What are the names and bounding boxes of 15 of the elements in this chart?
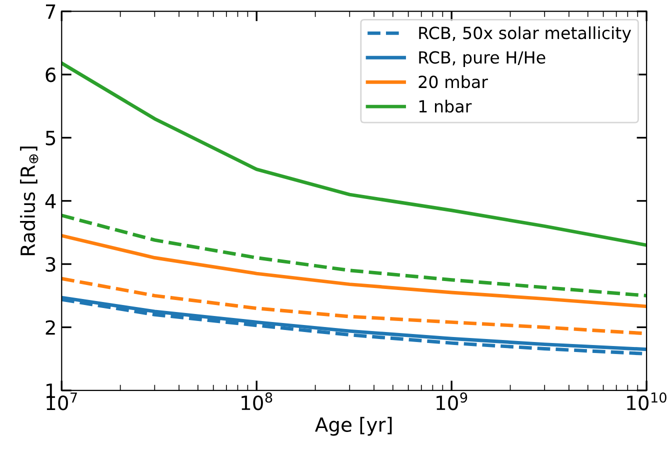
y-tick-label: 7 — [46, 4, 56, 19]
y-tick-label: 5 — [46, 130, 56, 146]
y-tick-label: 3 — [46, 257, 56, 272]
x-axis-title: Age [yr] — [315, 416, 392, 436]
y-axis-title: Radius [R$_{⊕}$] — [20, 146, 38, 256]
legend-label: 1 nbar — [419, 100, 472, 113]
legend-label: RCB, pure H/He — [419, 51, 546, 67]
x-tick-label: 10$^{10}$ — [627, 392, 666, 410]
legend-label: RCB, 50x solar metallicity — [419, 26, 632, 42]
x-tick-label: 10$^{8}$ — [242, 392, 272, 410]
y-tick-label: 2 — [46, 320, 55, 335]
x-tick-label: 10$^{9}$ — [436, 392, 468, 410]
y-tick-label: 4 — [45, 194, 56, 208]
legend-label: 20 mbar — [418, 75, 488, 88]
y-tick-label: 6 — [46, 67, 56, 82]
